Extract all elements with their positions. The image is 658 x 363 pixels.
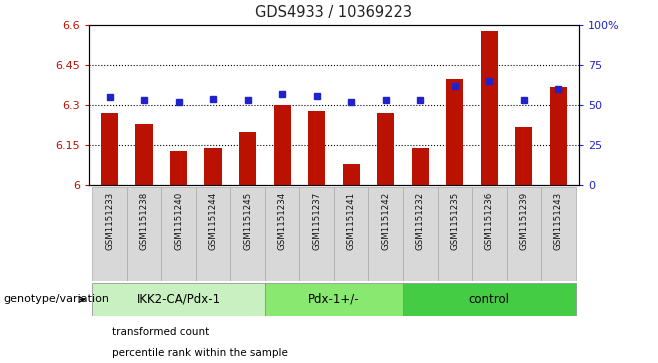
Text: GSM1151244: GSM1151244 [209,192,218,250]
Text: GSM1151237: GSM1151237 [312,192,321,250]
Bar [446,79,463,185]
Bar [239,132,256,185]
Bar [196,187,230,281]
Bar [403,187,438,281]
Bar [274,105,291,185]
Text: percentile rank within the sample: percentile rank within the sample [112,348,288,358]
Bar [92,283,265,316]
Bar [472,187,507,281]
Bar [127,187,161,281]
Text: GSM1151236: GSM1151236 [485,192,494,250]
Bar [480,31,498,185]
Bar [170,151,188,185]
Bar [265,283,403,316]
Bar [334,187,368,281]
Text: transformed count: transformed count [112,327,209,337]
Text: GSM1151240: GSM1151240 [174,192,183,250]
Bar [265,187,299,281]
Bar [101,113,118,185]
Bar [205,148,222,185]
Text: GSM1151243: GSM1151243 [554,192,563,250]
Text: GSM1151238: GSM1151238 [139,192,149,250]
Text: GSM1151235: GSM1151235 [450,192,459,250]
Bar [507,187,541,281]
Bar [308,111,325,185]
Bar [403,283,576,316]
Text: GSM1151242: GSM1151242 [381,192,390,250]
Text: GSM1151232: GSM1151232 [416,192,425,250]
Bar [299,187,334,281]
Text: GSM1151234: GSM1151234 [278,192,287,250]
Text: genotype/variation: genotype/variation [3,294,109,305]
Bar [136,124,153,185]
Text: GSM1151245: GSM1151245 [243,192,252,250]
Bar [515,127,532,185]
Bar [438,187,472,281]
Bar [92,187,127,281]
Bar [549,87,567,185]
Title: GDS4933 / 10369223: GDS4933 / 10369223 [255,5,413,20]
Bar [161,187,196,281]
Bar [368,187,403,281]
Text: control: control [468,293,510,306]
Text: Pdx-1+/-: Pdx-1+/- [308,293,360,306]
Text: GSM1151241: GSM1151241 [347,192,356,250]
Bar [377,113,394,185]
Text: GSM1151239: GSM1151239 [519,192,528,250]
Bar [412,148,429,185]
Text: IKK2-CA/Pdx-1: IKK2-CA/Pdx-1 [136,293,220,306]
Bar [541,187,576,281]
Bar [230,187,265,281]
Bar [343,164,360,185]
Text: GSM1151233: GSM1151233 [105,192,114,250]
